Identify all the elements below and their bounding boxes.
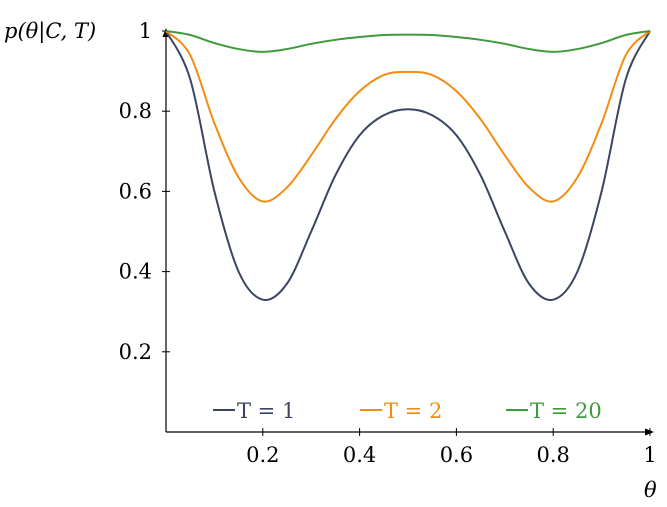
legend-label: T = 20 — [530, 399, 602, 423]
series-line-3 — [165, 30, 651, 53]
axes — [162, 28, 654, 436]
y-tick-label: 0.2 — [119, 340, 152, 364]
x-tick-label: 0.8 — [536, 443, 569, 467]
legend: T = 1 T = 2 T = 20 — [213, 399, 602, 423]
series-line-2 — [165, 30, 651, 203]
y-tick-label: 1 — [139, 19, 152, 43]
y-axis-label: p(θ|C, T) — [4, 19, 96, 44]
x-ticks: 0.2 0.4 0.6 0.8 1 — [246, 428, 657, 467]
y-tick-label: 0.4 — [119, 260, 152, 284]
x-tick-label: 0.2 — [246, 443, 279, 467]
legend-label: T = 1 — [237, 399, 295, 423]
x-tick-label: 0.6 — [440, 443, 473, 467]
x-tick-label: 0.4 — [343, 443, 376, 467]
x-tick-label: 1 — [643, 443, 656, 467]
legend-label: T = 2 — [384, 399, 442, 423]
series-line-1 — [165, 30, 651, 302]
series-lines — [165, 30, 651, 302]
x-axis-label: θ — [644, 478, 657, 502]
y-tick-label: 0.6 — [119, 179, 152, 203]
y-ticks: 0.2 0.4 0.6 0.8 1 — [119, 19, 170, 364]
y-tick-label: 0.8 — [119, 99, 152, 123]
